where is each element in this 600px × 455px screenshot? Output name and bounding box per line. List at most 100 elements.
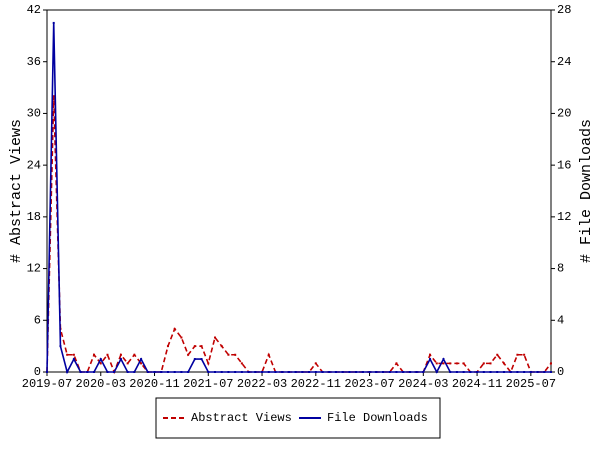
point xyxy=(489,362,492,365)
point xyxy=(341,371,344,373)
y2-tick-label: 12 xyxy=(557,210,571,224)
point xyxy=(281,371,284,373)
point xyxy=(402,371,405,373)
point xyxy=(261,371,264,373)
point xyxy=(193,358,196,361)
point xyxy=(529,371,532,373)
y2-tick-label: 0 xyxy=(557,365,564,379)
point xyxy=(133,353,136,356)
x-tick-label: 2021-07 xyxy=(183,377,233,391)
x-tick-label: 2022-11 xyxy=(291,377,341,391)
point xyxy=(496,353,499,356)
point xyxy=(476,371,479,373)
point xyxy=(274,371,277,373)
legend-label: Abstract Views xyxy=(191,411,292,425)
y-tick-label: 6 xyxy=(34,313,41,327)
x-tick-label: 2024-03 xyxy=(398,377,448,391)
y-axis-label: # Abstract Views xyxy=(8,119,25,263)
point xyxy=(160,371,163,373)
point xyxy=(99,362,102,365)
point xyxy=(496,371,499,373)
point xyxy=(72,358,75,361)
point xyxy=(93,371,96,373)
point xyxy=(220,371,223,373)
y2-tick-label: 8 xyxy=(557,262,564,276)
point xyxy=(66,353,69,356)
point xyxy=(187,353,190,356)
point xyxy=(314,362,317,365)
series-line xyxy=(46,96,552,375)
point xyxy=(415,371,418,373)
point xyxy=(207,362,210,365)
point xyxy=(200,358,203,361)
point xyxy=(207,371,210,373)
point xyxy=(267,371,270,373)
point xyxy=(140,362,143,365)
point xyxy=(287,371,290,373)
y-tick-label: 0 xyxy=(34,365,41,379)
point xyxy=(395,371,398,373)
point xyxy=(72,353,75,356)
point xyxy=(166,371,169,373)
point xyxy=(79,371,82,373)
point xyxy=(489,371,492,373)
legend-label: File Downloads xyxy=(327,411,428,425)
point xyxy=(550,362,552,365)
point xyxy=(153,371,156,373)
x-tick-label: 2020-11 xyxy=(129,377,179,391)
point xyxy=(308,371,311,373)
point xyxy=(187,371,190,373)
point xyxy=(173,327,176,330)
point xyxy=(449,362,452,365)
point xyxy=(52,95,55,98)
point xyxy=(193,345,196,348)
y-tick-label: 18 xyxy=(27,210,41,224)
point xyxy=(46,371,48,373)
point xyxy=(173,371,176,373)
point xyxy=(146,371,149,373)
point xyxy=(348,371,351,373)
point xyxy=(214,371,216,373)
point xyxy=(536,371,539,373)
point xyxy=(59,345,62,348)
point xyxy=(482,371,485,373)
point xyxy=(106,371,109,373)
point xyxy=(133,371,136,373)
point xyxy=(361,371,364,373)
point xyxy=(334,371,337,373)
point xyxy=(200,345,203,348)
point xyxy=(227,353,230,356)
point xyxy=(355,371,358,373)
y2-tick-label: 4 xyxy=(557,313,564,327)
y-tick-label: 42 xyxy=(27,3,41,17)
point xyxy=(66,371,69,373)
point xyxy=(119,358,122,361)
point xyxy=(462,371,465,373)
point xyxy=(220,345,223,348)
point xyxy=(86,371,89,373)
y2-tick-label: 16 xyxy=(557,158,571,172)
point xyxy=(502,362,505,365)
point xyxy=(240,362,243,365)
point xyxy=(99,358,102,361)
y2-tick-label: 24 xyxy=(557,55,571,69)
point xyxy=(321,371,324,373)
point xyxy=(375,371,378,373)
point xyxy=(516,353,519,356)
point xyxy=(435,362,438,365)
x-tick-label: 2019-07 xyxy=(22,377,72,391)
y2-tick-label: 28 xyxy=(557,3,571,17)
point xyxy=(119,353,122,356)
x-tick-label: 2023-07 xyxy=(344,377,394,391)
point xyxy=(234,353,237,356)
point xyxy=(523,353,526,356)
point xyxy=(328,371,331,373)
point xyxy=(543,371,546,373)
plot-frame xyxy=(46,9,552,373)
series-line xyxy=(46,22,551,375)
point xyxy=(247,371,250,373)
point xyxy=(140,358,143,361)
point xyxy=(234,371,237,373)
point xyxy=(462,362,465,365)
point xyxy=(455,362,458,365)
